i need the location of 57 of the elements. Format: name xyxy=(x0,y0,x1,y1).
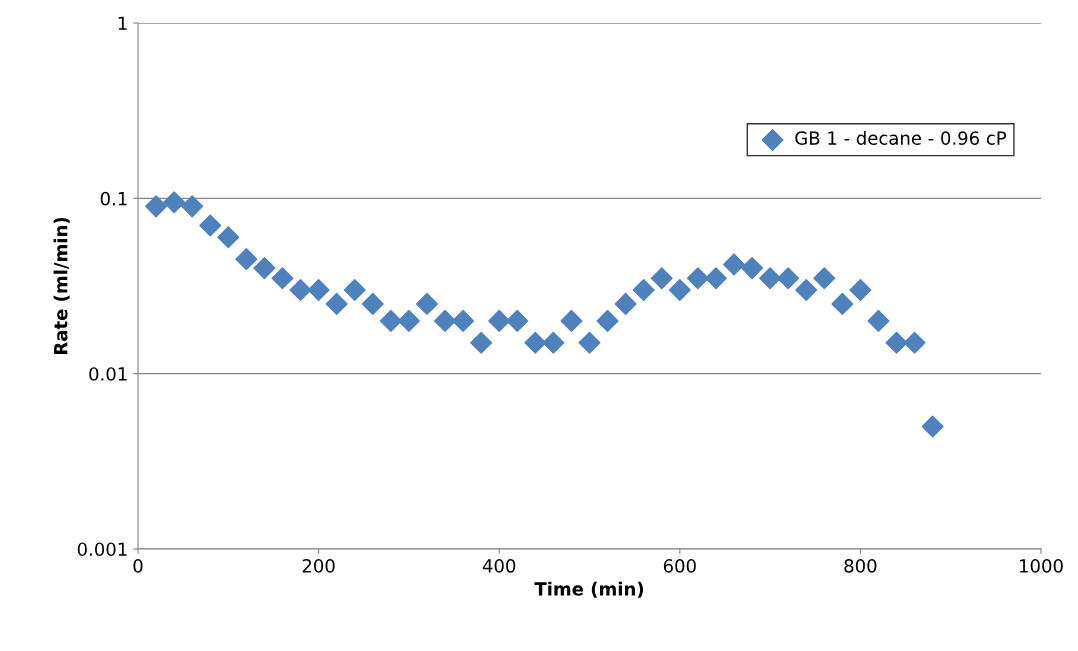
x-tick-label: 800 xyxy=(844,559,877,573)
point xyxy=(813,267,836,290)
point xyxy=(704,267,727,290)
y-tick-label: 0.1 xyxy=(100,191,127,206)
point xyxy=(343,279,366,302)
point xyxy=(235,248,258,271)
point xyxy=(379,309,402,332)
y-tick-label: 0.01 xyxy=(89,367,127,381)
point xyxy=(668,279,691,302)
point xyxy=(777,267,800,290)
y-axis-title: Rate (ml/min) xyxy=(53,217,70,354)
point xyxy=(452,309,475,332)
point xyxy=(307,279,330,302)
legend-label: GB 1 - decane - 0.96 cP xyxy=(795,130,1007,145)
x-tick-label: 600 xyxy=(663,559,696,573)
point xyxy=(488,309,511,332)
point xyxy=(614,292,637,315)
x-tick-label: 200 xyxy=(302,559,335,573)
point xyxy=(759,267,782,290)
point xyxy=(831,292,854,315)
point xyxy=(271,267,294,290)
point xyxy=(397,309,420,332)
point xyxy=(217,226,240,249)
point xyxy=(650,267,673,290)
point xyxy=(145,195,168,218)
point xyxy=(867,309,890,332)
point xyxy=(578,331,601,354)
point xyxy=(849,279,872,302)
point xyxy=(199,214,222,237)
point xyxy=(542,331,565,354)
y-tick-label: 1 xyxy=(118,16,127,30)
point xyxy=(506,309,529,332)
point xyxy=(560,309,583,332)
point xyxy=(632,279,655,302)
point xyxy=(470,331,493,354)
point xyxy=(795,279,818,302)
point xyxy=(885,331,908,354)
point xyxy=(596,309,619,332)
point xyxy=(289,279,312,302)
x-axis-title: Time (min) xyxy=(534,581,644,598)
point xyxy=(325,292,348,315)
point xyxy=(163,191,186,214)
point xyxy=(434,309,457,332)
point xyxy=(722,253,745,276)
x-tick-label: 0 xyxy=(133,559,143,573)
point xyxy=(415,292,438,315)
point xyxy=(903,331,926,354)
point xyxy=(921,415,944,438)
point xyxy=(686,267,709,290)
point xyxy=(181,195,204,218)
point xyxy=(253,257,276,280)
point xyxy=(524,331,547,354)
point xyxy=(741,257,764,280)
point xyxy=(361,292,384,315)
x-tick-label: 400 xyxy=(482,559,516,573)
y-tick-label: 0.001 xyxy=(77,542,127,557)
x-tick-label: 1000 xyxy=(1020,559,1063,573)
